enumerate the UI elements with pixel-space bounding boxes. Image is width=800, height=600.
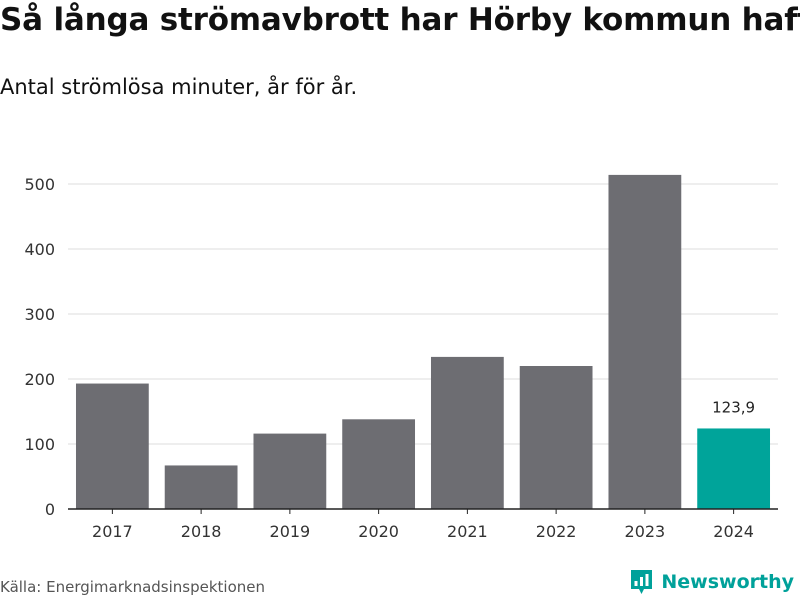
x-tick-label: 2020 <box>358 522 399 541</box>
bar-2018 <box>164 465 238 509</box>
data-label: 123,9 <box>712 398 755 416</box>
y-tick-label: 200 <box>24 370 55 389</box>
source-note: Källa: Energimarknadsinspektionen <box>0 578 266 596</box>
newsworthy-logo-icon <box>631 570 653 594</box>
bar-2020 <box>342 419 416 509</box>
y-tick-label: 300 <box>24 305 55 324</box>
x-tick-label: 2018 <box>181 522 222 541</box>
bar-2019 <box>253 433 327 509</box>
y-tick-label: 0 <box>45 500 55 519</box>
x-tick-label: 2017 <box>92 522 133 541</box>
bar-chart: 0 100 200 300 400 500 2017 2018 2019 2020 2021 2022… <box>24 174 778 541</box>
bar-2024 <box>697 428 771 509</box>
bar-2021 <box>430 356 504 509</box>
x-tick-label: 2022 <box>536 522 577 541</box>
y-tick-label: 100 <box>24 435 55 454</box>
bar-2022 <box>519 366 593 509</box>
x-tick-label: 2023 <box>625 522 666 541</box>
x-tick-label: 2019 <box>270 522 311 541</box>
brand-name: Newsworthy <box>661 571 794 593</box>
y-tick-label: 400 <box>24 240 55 259</box>
brand: Newsworthy <box>629 568 794 596</box>
y-tick-label: 500 <box>24 175 55 194</box>
chart-title: Så långa strömavbrott har Hörby kommun h… <box>0 2 800 38</box>
x-tick-label: 2021 <box>447 522 488 541</box>
x-tick-label: 2024 <box>713 522 754 541</box>
bar-2023 <box>608 174 682 509</box>
chart-subtitle: Antal strömlösa minuter, år för år. <box>0 75 358 99</box>
bar-2017 <box>75 383 149 509</box>
